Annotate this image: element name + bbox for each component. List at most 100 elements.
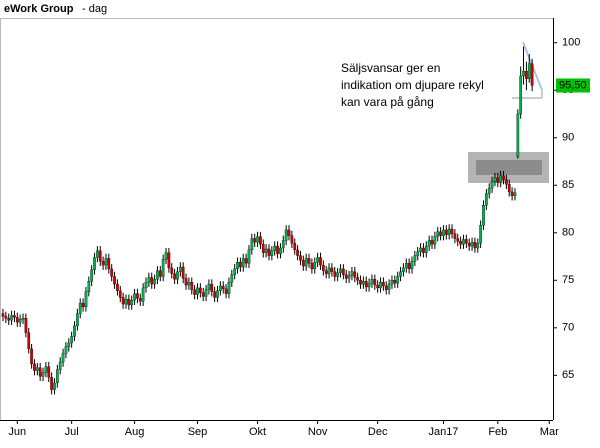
candle-body (190, 282, 194, 290)
candle-body (21, 318, 25, 320)
y-tick-label: 85 (562, 179, 574, 191)
candle-body (462, 239, 465, 245)
candle-body (470, 242, 474, 247)
candle-body (250, 238, 254, 251)
y-tick-label: 80 (562, 227, 574, 239)
chart-subtitle: - dag (82, 3, 107, 15)
candle-body (41, 372, 45, 377)
candle-body (513, 192, 517, 196)
candle-body (376, 284, 380, 289)
candle-body (290, 235, 294, 244)
candle-body (70, 336, 73, 344)
candle-body (58, 361, 62, 370)
candle-body (364, 281, 368, 288)
candle-body (33, 363, 36, 371)
candle-body (424, 245, 428, 253)
candle-body (370, 279, 374, 284)
candle-body (273, 245, 277, 251)
candle-body (161, 259, 165, 277)
candle-body (487, 187, 491, 194)
y-tick-label: 90 (562, 132, 574, 144)
candle-body (339, 268, 342, 273)
candle-body (373, 279, 377, 286)
candle-body (27, 332, 31, 349)
candle-body (87, 281, 91, 292)
candle-body (399, 271, 402, 277)
candle-body (476, 243, 480, 249)
candle-body (270, 250, 274, 256)
y-tick-label: 100 (562, 37, 580, 49)
candle-body (64, 346, 68, 354)
candle-body (336, 272, 339, 277)
candle-body (153, 279, 156, 285)
candle-body (436, 231, 440, 237)
x-tick-label: Okt (249, 426, 266, 438)
candle-body (224, 288, 228, 294)
candle-body (519, 75, 523, 115)
candle-body (150, 277, 154, 285)
candle-body (310, 263, 314, 270)
candle-body (247, 249, 251, 264)
chart-title: eWork Group (4, 3, 74, 15)
candle-body (113, 276, 116, 285)
candle-body (204, 289, 208, 297)
candle-body (116, 283, 119, 291)
annotation: Säljsvansar ger en (341, 61, 440, 75)
candle-body (507, 184, 511, 193)
candle-body (261, 244, 265, 253)
candle-body (390, 280, 394, 285)
candle-body (73, 325, 76, 337)
candle-body (61, 353, 65, 363)
candle-body (10, 315, 13, 321)
candle-body (233, 268, 237, 275)
candle-body (473, 242, 477, 249)
candle-body (490, 181, 494, 189)
candle-body (356, 277, 360, 281)
last-price-label: 95,50 (559, 79, 587, 91)
candle-body (230, 274, 234, 283)
candle-body (279, 247, 282, 254)
candle-body (530, 63, 534, 86)
candle-body (55, 369, 59, 384)
candle-body (167, 252, 171, 269)
candle-body (178, 266, 182, 272)
candle-body (442, 229, 445, 236)
candle-body (347, 275, 351, 279)
candle-body (193, 289, 196, 295)
candle-body (304, 258, 308, 267)
candle-body (393, 280, 397, 284)
annotation: kan vara på gång (341, 95, 434, 109)
candle-body (138, 298, 142, 302)
candle-body (4, 316, 8, 319)
candle-body (456, 238, 460, 242)
candle-body (133, 293, 136, 301)
candle-body (1, 313, 5, 317)
candle-body (499, 175, 503, 183)
candle-body (330, 267, 334, 272)
candles (1, 46, 534, 395)
candle-body (213, 291, 217, 298)
candle-body (379, 282, 382, 289)
candle-body (479, 225, 482, 244)
candle-body (453, 233, 457, 239)
candle-body (485, 193, 488, 206)
candle-body (396, 276, 400, 284)
candle-body (67, 342, 71, 347)
candle-body (353, 271, 357, 278)
candle-body (444, 229, 448, 235)
candle-body (101, 261, 105, 266)
candle-body (221, 285, 225, 290)
candle-body (427, 240, 431, 247)
candle-body (244, 258, 248, 264)
candle-body (313, 262, 317, 270)
candle-body (505, 179, 508, 185)
candle-body (416, 251, 420, 256)
candle-body (207, 283, 211, 290)
x-tick-label: Sep (188, 426, 208, 438)
candle-body (327, 267, 331, 274)
candle-body (210, 283, 214, 292)
candle-body (236, 262, 239, 270)
x-tick-label: Mar (540, 426, 559, 438)
candle-body (164, 252, 168, 260)
